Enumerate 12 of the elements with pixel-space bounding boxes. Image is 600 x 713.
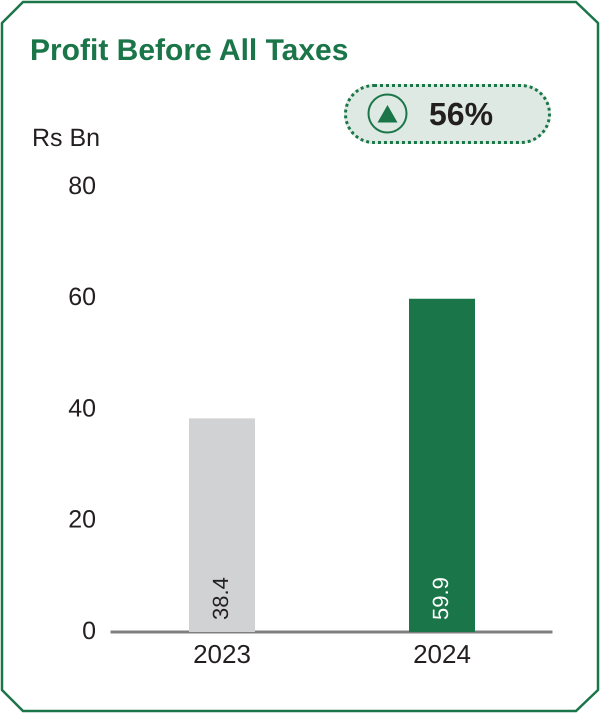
y-tick-label: 20	[68, 506, 96, 534]
x-tick-label: 2023	[193, 638, 251, 669]
y-tick-label: 0	[82, 616, 96, 645]
data-label: 59.9	[428, 577, 454, 620]
y-axis-title: Rs Bn	[32, 124, 100, 152]
text: 56%	[429, 96, 494, 132]
y-tick-label: 80	[68, 172, 96, 200]
y-tick-label: 40	[68, 394, 96, 422]
x-tick-label: 2024	[413, 638, 471, 669]
y-tick-label: 60	[68, 283, 96, 312]
chart-title: Profit Before All Taxes	[30, 34, 348, 67]
data-label: 38.4	[208, 577, 234, 620]
